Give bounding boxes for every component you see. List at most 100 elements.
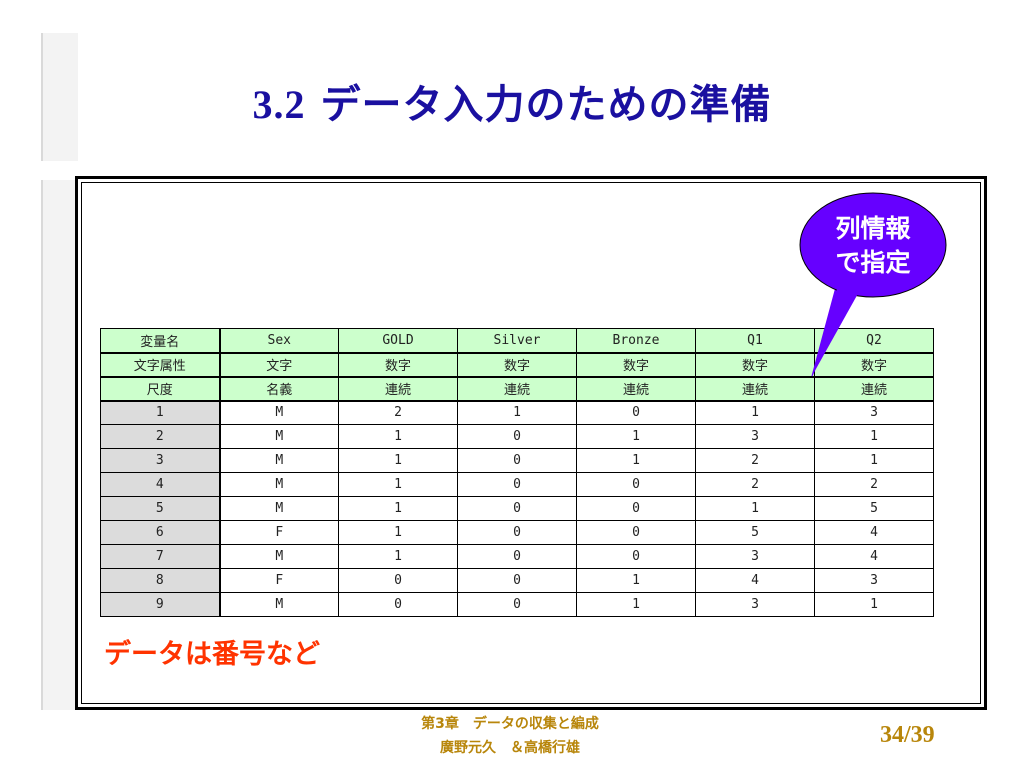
table-cell: M xyxy=(219,424,339,449)
header-cell: 尺度 xyxy=(100,376,221,402)
row-number-cell: 9 xyxy=(100,592,221,617)
title-number: 3.2 xyxy=(252,82,306,127)
table-cell: M xyxy=(219,472,339,497)
table-cell: 5 xyxy=(695,520,815,545)
callout-line2: で指定 xyxy=(835,248,911,277)
header-row: 変量名 Sex GOLD Silver Bronze Q1 Q2 xyxy=(100,328,934,354)
table-cell: 1 xyxy=(338,472,458,497)
page-number: 34/39 xyxy=(880,722,935,748)
data-note: データは番号など xyxy=(104,639,320,670)
table-cell: 1 xyxy=(338,496,458,521)
header-cell: 数字 xyxy=(695,352,815,378)
table-cell: 0 xyxy=(576,472,696,497)
row-number-cell: 8 xyxy=(100,568,221,593)
table-cell: 1 xyxy=(576,424,696,449)
table-cell: F xyxy=(219,568,339,593)
header-cell: 変量名 xyxy=(100,328,221,354)
table-cell: 5 xyxy=(814,496,934,521)
table-cell: 1 xyxy=(576,592,696,617)
table-cell: 0 xyxy=(457,472,577,497)
table-cell: 0 xyxy=(457,496,577,521)
table-cell: M xyxy=(219,496,339,521)
table-cell: 1 xyxy=(338,424,458,449)
data-table: 変量名 Sex GOLD Silver Bronze Q1 Q2 文字属性 文字 数字 数字 数字 数字… xyxy=(100,328,934,617)
table-cell: 3 xyxy=(814,568,934,593)
header-cell: 数字 xyxy=(576,352,696,378)
table-cell: 1 xyxy=(457,400,577,425)
table-cell: 1 xyxy=(338,544,458,569)
row-number-cell: 2 xyxy=(100,424,221,449)
header-cell: 名義 xyxy=(219,376,339,402)
table-cell: M xyxy=(219,448,339,473)
table-cell: 0 xyxy=(576,520,696,545)
row-number-cell: 3 xyxy=(100,448,221,473)
header-cell: Sex xyxy=(219,328,339,354)
table-cell: 1 xyxy=(814,448,934,473)
title-text: データ入力のための準備 xyxy=(320,82,772,128)
header-cell: 連続 xyxy=(695,376,815,402)
table-cell: 0 xyxy=(338,592,458,617)
table-cell: 3 xyxy=(814,400,934,425)
callout-ellipse xyxy=(799,192,947,298)
table-cell: 0 xyxy=(457,448,577,473)
table-cell: 0 xyxy=(457,592,577,617)
table-cell: 4 xyxy=(695,568,815,593)
header-row: 文字属性 文字 数字 数字 数字 数字 数字 xyxy=(100,352,934,378)
side-strip-bottom xyxy=(41,180,78,710)
callout-line1: 列情報 xyxy=(835,214,911,243)
table-cell: 1 xyxy=(814,592,934,617)
footer-chapter: 第3章 データの収集と編成 xyxy=(421,716,599,732)
table-cell: 1 xyxy=(695,496,815,521)
header-cell: 文字 xyxy=(219,352,339,378)
table-cell: 3 xyxy=(695,592,815,617)
table-cell: 0 xyxy=(457,520,577,545)
table-cell: M xyxy=(219,544,339,569)
table-cell: M xyxy=(219,400,339,425)
table-cell: 2 xyxy=(695,472,815,497)
table-cell: 4 xyxy=(814,544,934,569)
header-cell: 連続 xyxy=(338,376,458,402)
table-cell: 1 xyxy=(576,568,696,593)
header-cell: 連続 xyxy=(814,376,934,402)
table-cell: 0 xyxy=(457,424,577,449)
table-cell: 0 xyxy=(576,544,696,569)
side-strip-top xyxy=(41,33,78,161)
footer-authors: 廣野元久 ＆高橋行雄 xyxy=(440,740,580,756)
row-number-cell: 4 xyxy=(100,472,221,497)
table-cell: 3 xyxy=(695,544,815,569)
table-cell: 2 xyxy=(814,472,934,497)
header-cell: Silver xyxy=(457,328,577,354)
content-frame-inner xyxy=(81,182,981,704)
callout-text: 列情報 で指定 xyxy=(808,212,938,280)
header-cell: 数字 xyxy=(814,352,934,378)
header-cell: GOLD xyxy=(338,328,458,354)
table-cell: 2 xyxy=(338,400,458,425)
row-number-cell: 1 xyxy=(100,400,221,425)
table-cell: 1 xyxy=(814,424,934,449)
table-cell: 0 xyxy=(576,400,696,425)
table-cell: 1 xyxy=(576,448,696,473)
header-cell: 数字 xyxy=(338,352,458,378)
header-cell: 連続 xyxy=(576,376,696,402)
header-row: 尺度 名義 連続 連続 連続 連続 連続 xyxy=(100,376,934,402)
table-cell: 1 xyxy=(338,520,458,545)
row-number-cell: 6 xyxy=(100,520,221,545)
header-cell: Bronze xyxy=(576,328,696,354)
table-cell: 1 xyxy=(338,448,458,473)
callout-bubble xyxy=(799,192,947,377)
slide-title: 3.2 データ入力のための準備 xyxy=(0,72,1024,130)
header-cell: Q1 xyxy=(695,328,815,354)
table-cell: 3 xyxy=(695,424,815,449)
table-cell: 0 xyxy=(457,568,577,593)
row-number-cell: 7 xyxy=(100,544,221,569)
row-number-cell: 5 xyxy=(100,496,221,521)
table-cell: 4 xyxy=(814,520,934,545)
